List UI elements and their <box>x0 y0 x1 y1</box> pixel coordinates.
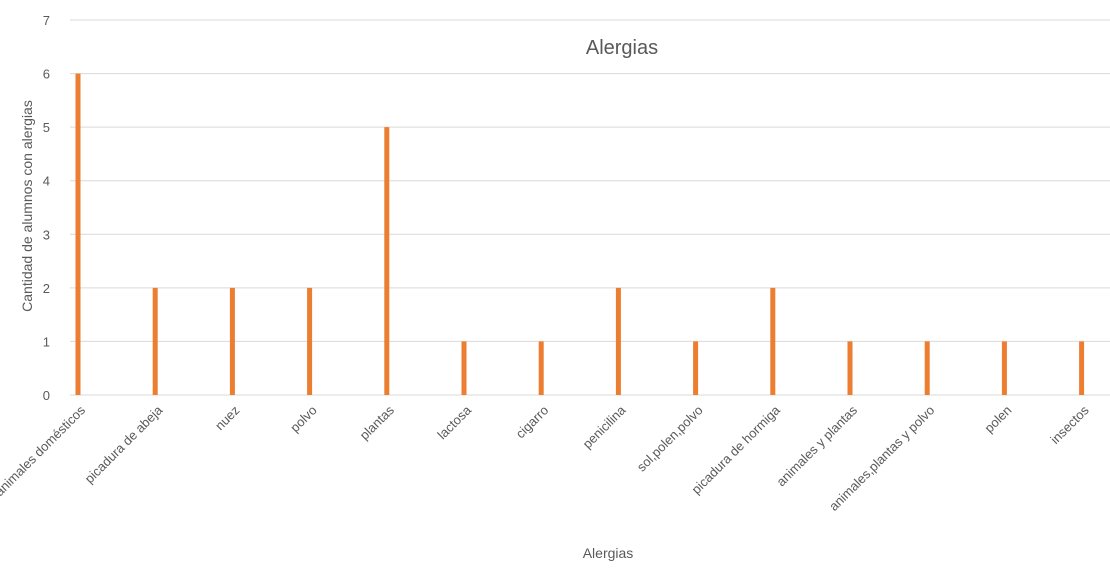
bar <box>847 341 853 395</box>
x-tick-label: polvo <box>287 403 320 436</box>
gridlines <box>70 19 1110 396</box>
y-axis-label: Cantidad de alumnos con alergias <box>19 100 35 312</box>
x-tick-label: nuez <box>212 403 243 434</box>
x-tick-label: animales y plantas <box>773 402 860 489</box>
bars <box>75 73 1085 396</box>
x-tick-label: plantas <box>357 402 398 443</box>
x-tick-label: insectos <box>1047 402 1092 447</box>
bar <box>152 287 158 395</box>
x-tick-label: picadura de abeja <box>82 402 166 486</box>
bar <box>229 287 235 395</box>
y-tick-label: 4 <box>43 174 50 189</box>
x-tick-label: cigarro <box>513 403 552 442</box>
chart-title: Alergias <box>586 37 658 59</box>
x-tick-label: sol,polen,polvo <box>634 403 706 475</box>
bar <box>924 341 930 395</box>
bar <box>693 341 699 395</box>
x-axis-label: Alergias <box>583 545 634 561</box>
bar <box>384 127 390 396</box>
bar <box>770 287 776 395</box>
y-tick-label: 5 <box>43 120 50 135</box>
y-tick-label: 1 <box>43 334 50 349</box>
x-tick-label: animales domésticos <box>0 402 88 499</box>
bar <box>307 287 313 395</box>
y-tick-label: 2 <box>43 281 50 296</box>
y-tick-label: 6 <box>43 67 50 82</box>
x-tick-label: penicilina <box>580 402 629 451</box>
y-tick-label: 0 <box>43 388 50 403</box>
bar <box>615 287 621 395</box>
bar <box>1001 341 1007 395</box>
x-tick-label: picadura de hormiga <box>689 402 784 497</box>
bar <box>538 341 544 395</box>
y-tick-labels: 0 1 2 3 4 5 6 7 <box>43 13 50 403</box>
bar <box>75 73 81 396</box>
bar <box>1079 341 1085 395</box>
y-tick-label: 3 <box>43 227 50 242</box>
bar <box>461 341 467 395</box>
x-tick-label: polen <box>981 403 1014 436</box>
x-tick-label: lactosa <box>434 402 474 442</box>
y-tick-label: 7 <box>43 13 50 28</box>
